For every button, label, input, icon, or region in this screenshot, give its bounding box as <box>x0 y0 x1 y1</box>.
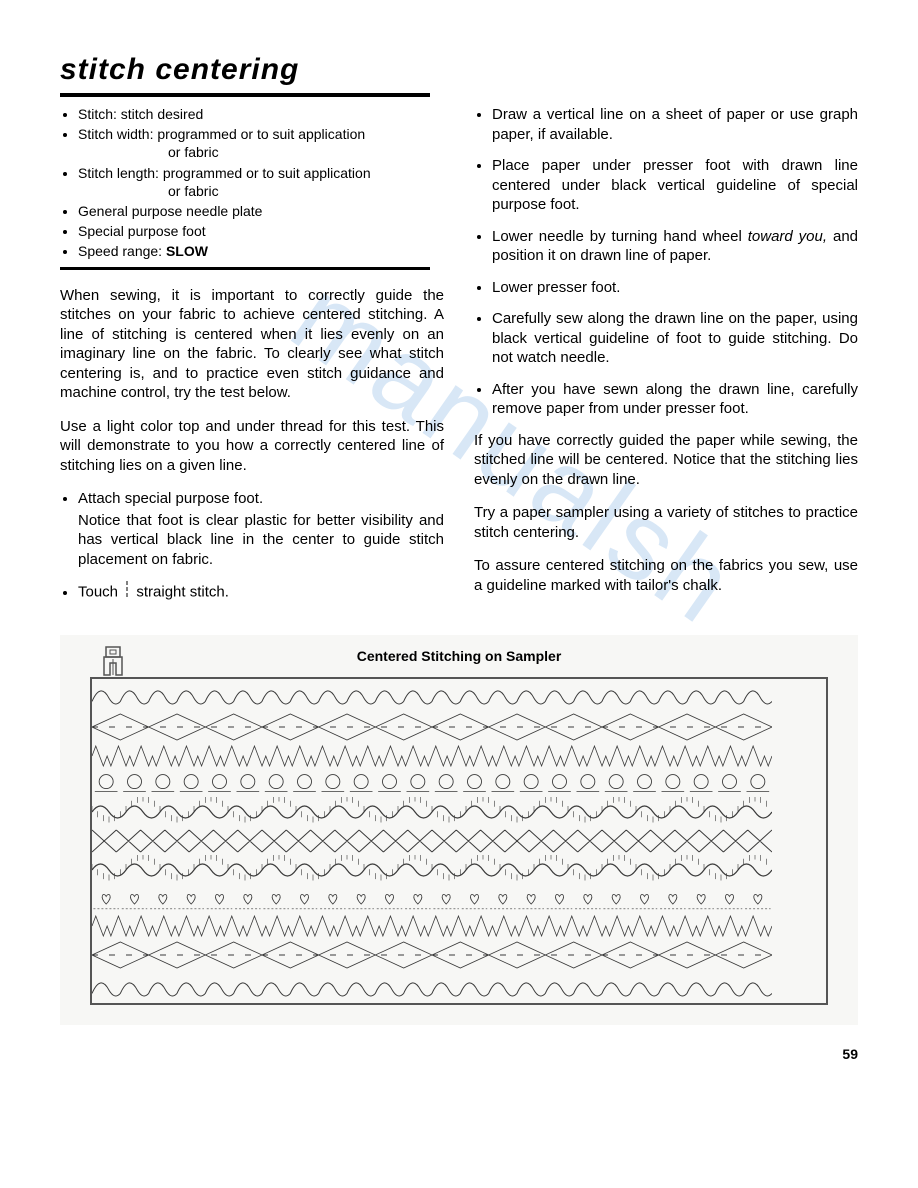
instruction-list-right: Draw a vertical line on a sheet of paper… <box>474 105 858 419</box>
straight-stitch-icon <box>122 581 132 605</box>
body-paragraph: When sewing, it is important to correctl… <box>60 286 444 403</box>
setting-item: Stitch: stitch desired <box>78 105 444 123</box>
list-item: Place paper under presser foot with draw… <box>492 156 858 215</box>
left-column: Stitch: stitch desired Stitch width: pro… <box>60 105 444 617</box>
stitch-row <box>92 797 826 827</box>
setting-item: Special purpose foot <box>78 222 444 240</box>
list-item: Lower presser foot. <box>492 278 858 298</box>
stitch-row <box>92 679 826 711</box>
instruction-list-left: Attach special purpose foot. Notice that… <box>60 489 444 605</box>
list-item: Draw a vertical line on a sheet of paper… <box>492 105 858 144</box>
list-item: Touch straight stitch. <box>78 581 444 605</box>
stitch-row <box>92 913 826 939</box>
list-item: Carefully sew along the drawn line on th… <box>492 309 858 368</box>
settings-list: Stitch: stitch desired Stitch width: pro… <box>60 105 444 261</box>
stitch-row <box>92 885 826 913</box>
stitch-row <box>92 971 826 1003</box>
two-column-layout: Stitch: stitch desired Stitch width: pro… <box>60 105 858 617</box>
sampler-title: Centered Stitching on Sampler <box>90 647 828 665</box>
sampler-figure: Centered Stitching on Sampler <box>60 635 858 1025</box>
body-paragraph: If you have correctly guided the paper w… <box>474 431 858 490</box>
setting-item: General purpose needle plate <box>78 202 444 220</box>
body-paragraph: Try a paper sampler using a variety of s… <box>474 503 858 542</box>
list-item: Attach special purpose foot. Notice that… <box>78 489 444 569</box>
list-item: Lower needle by turning hand wheel towar… <box>492 227 858 266</box>
right-column: Draw a vertical line on a sheet of paper… <box>474 105 858 617</box>
setting-item: Stitch width: programmed or to suit appl… <box>78 125 444 161</box>
stitch-row <box>92 827 826 855</box>
stitch-row <box>92 711 826 743</box>
page-number: 59 <box>60 1045 858 1063</box>
setting-item: Stitch length: programmed or to suit app… <box>78 164 444 200</box>
body-paragraph: Use a light color top and under thread f… <box>60 417 444 476</box>
stitch-row <box>92 939 826 971</box>
settings-rule <box>60 267 430 270</box>
list-item: After you have sewn along the drawn line… <box>492 380 858 419</box>
stitch-rows-container <box>90 677 828 1005</box>
setting-item: Speed range: SLOW <box>78 242 444 260</box>
body-paragraph: To assure centered stitching on the fabr… <box>474 556 858 595</box>
title-rule <box>60 93 430 97</box>
presser-foot-icon <box>100 645 126 685</box>
stitch-row <box>92 769 826 797</box>
stitch-row <box>92 743 826 769</box>
page-title: stitch centering <box>60 50 858 89</box>
stitch-row <box>92 855 826 885</box>
